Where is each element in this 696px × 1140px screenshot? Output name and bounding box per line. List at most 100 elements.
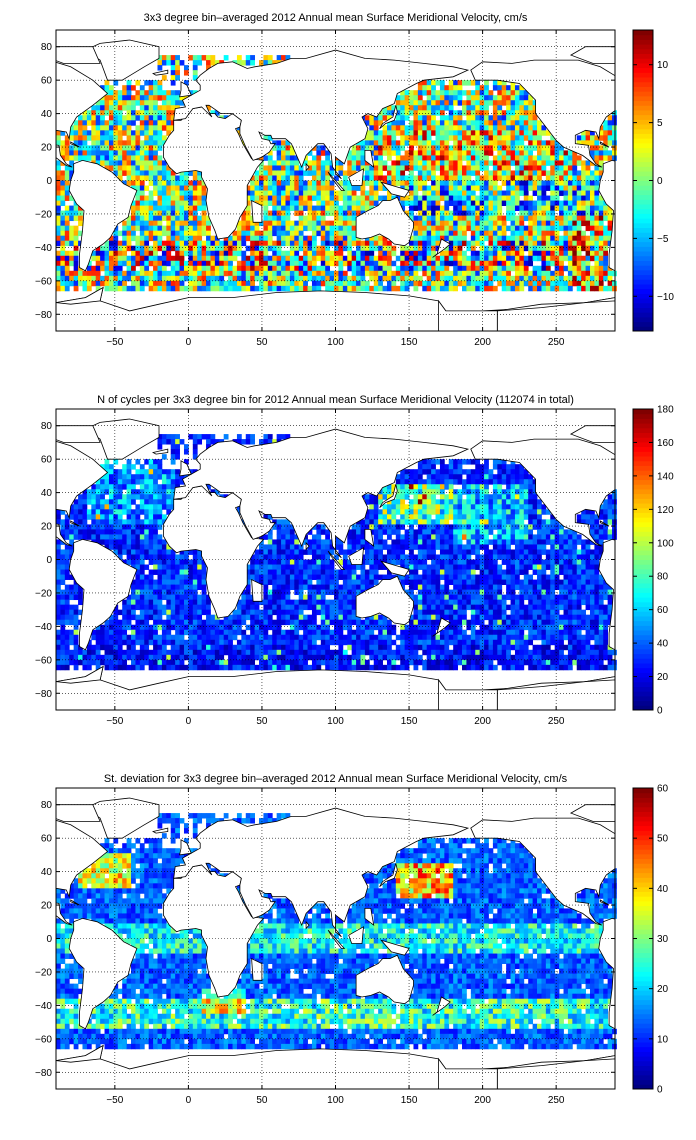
heatmap-cell: [320, 190, 326, 196]
heatmap-cell: [236, 275, 242, 282]
heatmap-cell: [307, 195, 313, 201]
heatmap-cell: [144, 230, 150, 237]
heatmap-cell: [594, 270, 600, 277]
heatmap-cell: [179, 564, 185, 570]
heatmap-cell: [519, 140, 525, 146]
heatmap-cell: [541, 130, 547, 136]
heatmap-cell: [311, 160, 317, 166]
heatmap-cell: [170, 599, 176, 606]
heatmap-cell: [373, 140, 379, 146]
heatmap-cell: [206, 664, 211, 671]
heatmap-cell: [356, 145, 361, 151]
heatmap-cell: [598, 165, 604, 171]
heatmap-cell: [514, 120, 520, 126]
heatmap-cell: [197, 654, 203, 661]
heatmap-cell: [417, 220, 423, 227]
heatmap-cell: [537, 255, 542, 262]
heatmap-cell: [122, 225, 128, 232]
heatmap-cell: [581, 235, 586, 242]
heatmap-cell: [122, 285, 128, 292]
heatmap-cell: [501, 190, 507, 196]
heatmap-cell: [201, 270, 207, 277]
heatmap-cell: [135, 285, 141, 292]
heatmap-cell: [131, 514, 136, 520]
heatmap-cell: [369, 260, 375, 267]
heatmap-cell: [276, 225, 282, 232]
heatmap-cell: [131, 584, 136, 590]
heatmap-cell: [126, 225, 132, 232]
heatmap-cell: [409, 125, 414, 131]
heatmap-cell: [413, 245, 419, 252]
heatmap-cell: [69, 255, 75, 262]
heatmap-cell: [342, 225, 348, 232]
heatmap-cell: [294, 250, 300, 257]
heatmap-cell: [598, 160, 604, 166]
heatmap-cell: [206, 230, 211, 237]
heatmap-cell: [497, 225, 503, 232]
heatmap-cell: [572, 230, 578, 237]
heatmap-cell: [153, 100, 158, 106]
heatmap-cell: [364, 240, 370, 247]
heatmap-cell: [56, 549, 61, 555]
heatmap-cell: [166, 100, 172, 106]
heatmap-cell: [56, 654, 61, 661]
heatmap-cell: [201, 230, 207, 237]
heatmap-cell: [404, 255, 410, 262]
heatmap-cell: [241, 220, 247, 227]
heatmap-cell: [188, 599, 194, 606]
heatmap-cell: [170, 185, 176, 191]
heatmap-cell: [488, 190, 494, 196]
heatmap-cell: [563, 180, 569, 186]
heatmap-cell: [122, 469, 128, 475]
heatmap-cell: [589, 285, 595, 292]
heatmap-cell: [581, 135, 586, 141]
heatmap-cell: [113, 140, 119, 146]
heatmap-cell: [360, 155, 366, 161]
heatmap-cell: [250, 230, 255, 237]
heatmap-cell: [188, 240, 194, 247]
heatmap-cell: [179, 185, 185, 191]
heatmap-cell: [86, 130, 92, 136]
heatmap-cell: [179, 654, 185, 661]
heatmap-cell: [263, 270, 269, 277]
heatmap-cell: [523, 260, 529, 267]
heatmap-cell: [148, 614, 154, 621]
heatmap-cell: [82, 155, 88, 161]
heatmap-cell: [201, 629, 207, 636]
heatmap-cell: [148, 634, 154, 641]
heatmap-cell: [131, 175, 136, 181]
heatmap-cell: [86, 155, 92, 161]
heatmap-cell: [91, 504, 97, 510]
heatmap-cell: [108, 145, 114, 151]
heatmap-cell: [537, 135, 542, 141]
heatmap-cell: [294, 200, 300, 206]
heatmap-cell: [320, 200, 326, 206]
heatmap-cell: [157, 140, 163, 146]
heatmap-cell: [316, 265, 322, 272]
heatmap-cell: [113, 145, 119, 151]
heatmap-cell: [254, 285, 260, 292]
heatmap-cell: [183, 235, 189, 242]
heatmap-cell: [462, 210, 467, 217]
heatmap-cell: [581, 180, 586, 186]
heatmap-cell: [245, 265, 251, 272]
heatmap-cell: [73, 629, 79, 636]
heatmap-cell: [334, 255, 339, 262]
heatmap-cell: [135, 514, 141, 520]
heatmap-cell: [126, 474, 132, 480]
heatmap-cell: [100, 115, 105, 121]
heatmap-cell: [338, 245, 344, 252]
heatmap-cell: [537, 185, 542, 191]
heatmap-cell: [117, 634, 123, 641]
heatmap-cell: [488, 145, 494, 151]
heatmap-cell: [289, 205, 295, 211]
heatmap-cell: [448, 270, 454, 277]
heatmap-cell: [232, 265, 238, 272]
heatmap-cell: [369, 195, 375, 201]
heatmap-cell: [91, 519, 97, 525]
heatmap-cell: [69, 280, 75, 287]
heatmap-cell: [545, 180, 551, 186]
heatmap-cell: [439, 80, 445, 86]
colorbar-segment: [633, 260, 653, 266]
heatmap-cell: [457, 120, 463, 126]
